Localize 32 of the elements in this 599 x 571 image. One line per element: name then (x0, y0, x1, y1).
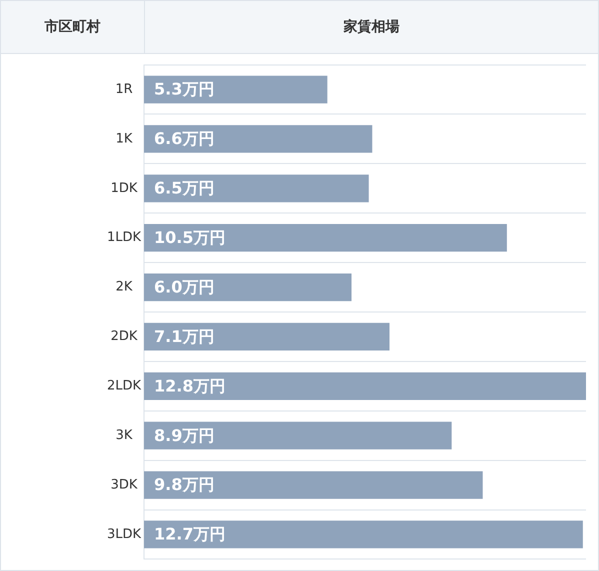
data-label: 12.7万円 (154, 524, 226, 544)
bar (144, 372, 586, 400)
y-tick-label: 3LDK (106, 526, 142, 542)
y-tick-label: 1K (116, 131, 133, 146)
data-label: 10.5万円 (154, 228, 226, 247)
data-label: 12.8万円 (154, 376, 226, 396)
data-label: 6.5万円 (154, 178, 214, 198)
bar (144, 125, 372, 153)
y-tick-label: 2K (116, 280, 133, 295)
data-label: 8.9万円 (154, 426, 214, 445)
bar (144, 76, 328, 104)
x-axis-title: 家賃相場 (342, 18, 400, 37)
y-tick-label: 1R (115, 82, 133, 97)
y-tick-label: 2LDK (106, 378, 142, 394)
bar (144, 322, 390, 351)
y-axis-title: 市区町村 (1, 1, 145, 53)
data-label: 7.1万円 (154, 326, 214, 346)
bar (144, 520, 583, 548)
y-tick-label: 2DK (110, 329, 138, 344)
data-label: 5.3万円 (154, 80, 214, 99)
bar (144, 174, 369, 202)
bar (144, 422, 452, 450)
y-tick-label: 3K (116, 428, 133, 443)
bar (144, 273, 352, 302)
y-tick-label: 1DK (110, 180, 138, 196)
data-label: 6.0万円 (154, 277, 214, 296)
data-label: 9.8万円 (154, 475, 214, 494)
bar (144, 471, 483, 499)
y-tick-label: 3DK (110, 477, 138, 492)
data-label: 6.6万円 (154, 129, 214, 148)
bar (144, 224, 507, 252)
y-tick-label: 1LDK (106, 230, 142, 246)
